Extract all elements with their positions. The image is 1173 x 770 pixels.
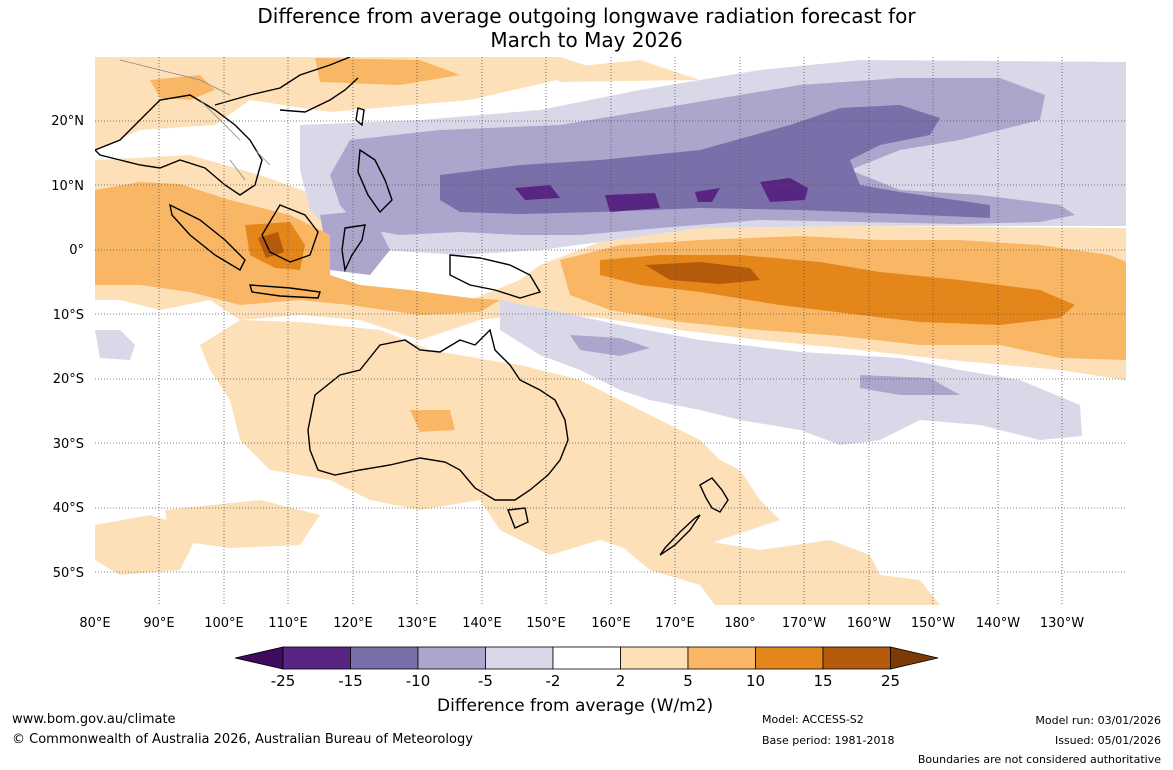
boundaries-disclaimer: Boundaries are not considered authoritat… xyxy=(917,753,1161,766)
coastlines xyxy=(95,57,729,556)
colorbar-tick-neg10: -10 xyxy=(406,672,431,690)
colorbar-swatch-pos5-10 xyxy=(687,646,756,670)
lon-label-80e: 80°E xyxy=(79,616,110,631)
lat-label-50s: 50°S xyxy=(53,566,84,581)
new-zealand-north-coastline xyxy=(699,477,729,513)
lon-label-150e: 150°E xyxy=(526,616,566,631)
lon-label-170e: 170°E xyxy=(655,616,695,631)
latitude-axis: 20°N 10°N 0° 10°S 20°S 30°S 40°S 50°S xyxy=(51,114,84,581)
lon-label-90e: 90°E xyxy=(143,616,174,631)
model-name: Model: ACCESS-S2 xyxy=(762,713,864,726)
lon-label-140e: 140°E xyxy=(462,616,502,631)
issued-date: Issued: 05/01/2026 xyxy=(1054,734,1161,747)
lon-label-160w: 160°W xyxy=(847,616,891,631)
colorbar-lower-extension xyxy=(234,646,284,670)
lon-label-110e: 110°E xyxy=(268,616,308,631)
lon-label-130w: 130°W xyxy=(1040,616,1084,631)
title-line-1: Difference from average outgoing longwav… xyxy=(257,4,916,28)
java-coastline xyxy=(249,284,321,299)
colorbar-tick-pos5: 5 xyxy=(683,672,693,690)
longitude-axis: 80°E 90°E 100°E 110°E 120°E 130°E 140°E … xyxy=(79,616,1084,631)
lat-label-20s: 20°S xyxy=(53,372,84,387)
new-zealand-south-coastline xyxy=(659,514,701,556)
lon-label-140w: 140°W xyxy=(976,616,1020,631)
lon-label-180: 180° xyxy=(724,616,755,631)
philippines-coastline xyxy=(357,148,393,214)
taiwan-coastline xyxy=(355,107,365,127)
lon-label-130e: 130°E xyxy=(397,616,437,631)
colorbar-swatch-pos10-15 xyxy=(755,646,824,670)
lon-label-150w: 150°W xyxy=(911,616,955,631)
lat-label-40s: 40°S xyxy=(53,501,84,516)
anomaly-field xyxy=(95,57,1126,605)
title-line-2: March to May 2026 xyxy=(490,28,683,52)
colorbar-swatch-neg15-25 xyxy=(282,646,351,670)
lon-label-170w: 170°W xyxy=(782,616,826,631)
australia-coastline xyxy=(307,328,569,501)
borneo-coastline xyxy=(261,204,319,263)
colorbar-swatch-neg2-5 xyxy=(485,646,554,670)
copyright-notice: © Commonwealth of Australia 2026, Austra… xyxy=(12,732,473,747)
new-guinea-coastline xyxy=(449,254,542,299)
colorbar-tick-pos10: 10 xyxy=(746,672,765,690)
lat-label-30s: 30°S xyxy=(53,437,84,452)
lat-label-0: 0° xyxy=(69,243,84,258)
colorbar-tick-pos15: 15 xyxy=(813,672,832,690)
colorbar-tick-pos25: 25 xyxy=(881,672,900,690)
china-coastline xyxy=(214,57,359,113)
lon-label-100e: 100°E xyxy=(204,616,244,631)
colorbar-tick-neg25: -25 xyxy=(271,672,296,690)
website-link[interactable]: www.bom.gov.au/climate xyxy=(12,712,176,727)
colorbar-tick-neg15: -15 xyxy=(338,672,363,690)
colorbar-tick-pos2: 2 xyxy=(616,672,626,690)
colorbar-upper-extension xyxy=(890,646,939,670)
colorbar-swatch-neg10-15 xyxy=(350,646,419,670)
anomaly-positive-15-25 xyxy=(258,232,760,284)
chart-title: Difference from average outgoing longwav… xyxy=(0,4,1173,52)
sumatra-coastline xyxy=(169,203,246,271)
lat-label-10s: 10°S xyxy=(53,308,84,323)
base-period: Base period: 1981-2018 xyxy=(762,734,895,747)
lon-label-120e: 120°E xyxy=(333,616,373,631)
colorbar-tick-neg2: -2 xyxy=(546,672,561,690)
model-run-date: Model run: 03/01/2026 xyxy=(1035,714,1161,727)
colorbar-swatch-neutral xyxy=(552,646,621,670)
colorbar-swatch-neg5-10 xyxy=(417,646,486,670)
country-borders xyxy=(119,59,271,181)
colorbar-title: Difference from average (W/m2) xyxy=(437,696,714,716)
colorbar-ticks: -25 -15 -10 -5 -2 2 5 10 15 25 xyxy=(271,672,900,690)
lat-label-10n: 10°N xyxy=(51,179,84,194)
colorbar-swatch-pos15-25 xyxy=(822,646,891,670)
anomaly-negative-15-25 xyxy=(515,178,808,212)
colorbar-swatch-pos2-5 xyxy=(620,646,689,670)
anomaly-negative-10-15 xyxy=(440,105,990,218)
colorbar-tick-neg5: -5 xyxy=(478,672,493,690)
tasmania-coastline xyxy=(507,507,529,529)
colorbar xyxy=(234,646,939,670)
lon-label-160e: 160°E xyxy=(591,616,631,631)
lat-label-20n: 20°N xyxy=(51,114,84,129)
gridlines xyxy=(95,57,1126,605)
